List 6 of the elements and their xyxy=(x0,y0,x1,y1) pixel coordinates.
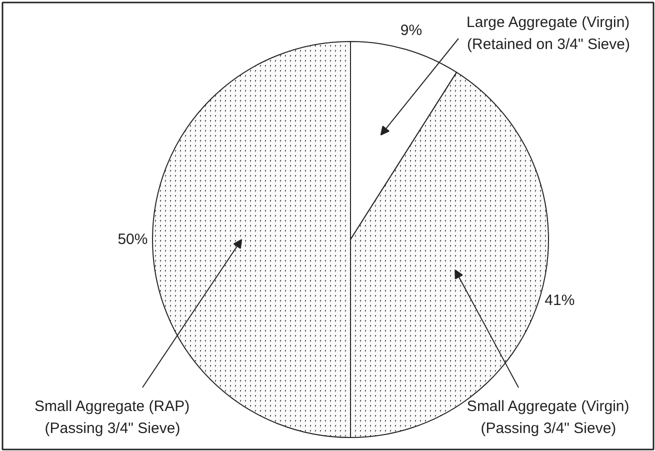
data-label: 9% xyxy=(400,22,422,39)
data-label: 41% xyxy=(544,292,575,309)
slice-label: Small Aggregate (RAP) (Passing 3/4" Sieve) xyxy=(34,398,190,438)
slice-label: Large Aggregate (Virgin) (Retained on 3/4" Sieve) xyxy=(466,14,630,54)
slice-label: Small Aggregate (Virgin) (Passing 3/4" Sieve) xyxy=(466,398,630,438)
data-label: 50% xyxy=(118,231,148,248)
